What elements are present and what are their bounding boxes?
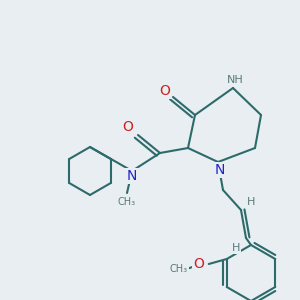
Text: CH₃: CH₃ bbox=[118, 197, 136, 207]
Text: H: H bbox=[247, 197, 255, 207]
Text: N: N bbox=[127, 169, 137, 183]
Text: O: O bbox=[193, 257, 204, 271]
Text: O: O bbox=[123, 120, 134, 134]
Text: NH: NH bbox=[226, 75, 243, 85]
Text: H: H bbox=[232, 243, 240, 253]
Text: O: O bbox=[160, 84, 170, 98]
Text: CH₃: CH₃ bbox=[170, 264, 188, 274]
Text: N: N bbox=[215, 163, 225, 177]
